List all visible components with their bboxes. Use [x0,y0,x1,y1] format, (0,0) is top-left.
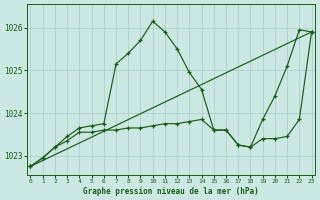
X-axis label: Graphe pression niveau de la mer (hPa): Graphe pression niveau de la mer (hPa) [83,187,259,196]
